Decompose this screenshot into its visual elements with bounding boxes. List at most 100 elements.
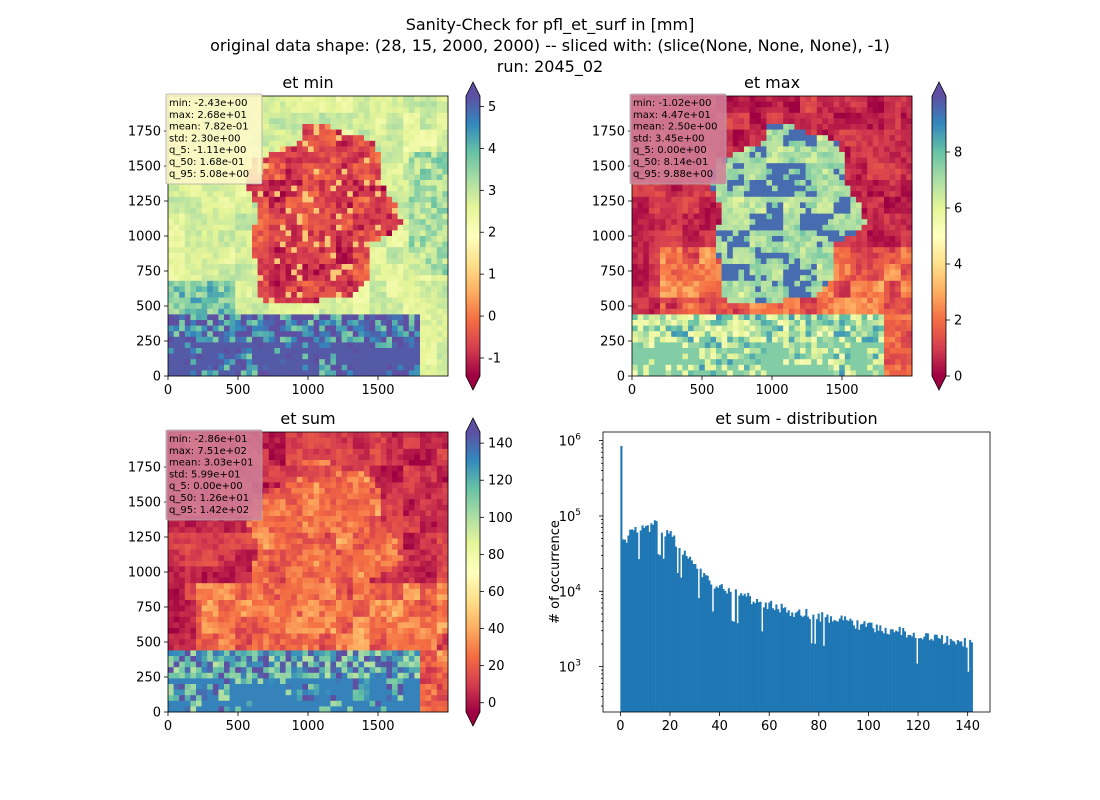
heatmap-cell [884, 353, 890, 360]
heatmap-cell [749, 320, 756, 326]
heatmap-cell [744, 124, 750, 130]
heatmap-cell [420, 213, 426, 220]
heatmap-cell [341, 320, 348, 326]
heatmap-cell [436, 191, 443, 198]
heatmap-cell [274, 174, 281, 181]
heatmap-cell [839, 348, 846, 354]
heatmap-cell [436, 112, 443, 119]
heatmap-cell [436, 152, 443, 158]
heatmap-cell [766, 202, 773, 209]
heatmap-cell [665, 213, 672, 220]
heatmap-cell [721, 236, 728, 242]
heatmap-cell [755, 118, 762, 125]
heatmap-cell [190, 297, 197, 304]
heatmap-cell [671, 303, 678, 310]
heatmap-cell [313, 168, 320, 175]
heatmap-cell [889, 258, 896, 265]
heatmap-cell [850, 230, 857, 237]
heatmap-cell [760, 364, 767, 371]
heatmap-cell [682, 286, 689, 293]
heatmap-cell [816, 269, 823, 276]
heatmap-cell [738, 286, 745, 293]
heatmap-cell [732, 191, 739, 198]
heatmap-cell [168, 185, 174, 192]
heatmap-cell [229, 258, 236, 265]
heatmap-cell [822, 152, 829, 158]
heatmap-cell [397, 112, 404, 119]
heatmap-cell [744, 202, 750, 209]
heatmap-cell [766, 213, 773, 220]
heatmap-cell [654, 275, 661, 282]
heatmap-cell [654, 325, 661, 332]
heatmap-cell [800, 202, 806, 209]
heatmap-cell [884, 320, 890, 326]
heatmap-cell [386, 258, 393, 265]
heatmap-cell [302, 163, 309, 170]
heatmap-cell [833, 292, 840, 298]
heatmap-cell [207, 303, 214, 310]
heatmap-cell [654, 236, 661, 242]
heatmap-cell [760, 275, 767, 282]
heatmap-cell [749, 191, 756, 198]
heatmap-cell [632, 269, 638, 276]
heatmap-cell [319, 241, 326, 248]
heatmap-cell [173, 213, 180, 220]
heatmap-cell [375, 107, 382, 114]
heatmap-cell [179, 191, 186, 198]
heatmap-cell [648, 297, 655, 304]
heatmap-cell [749, 348, 756, 354]
heatmap-cell [811, 146, 818, 153]
heatmap-cell [900, 264, 907, 270]
heatmap-cell [218, 219, 225, 226]
heatmap-cell [788, 275, 795, 282]
heatmap-cell [302, 202, 309, 209]
heatmap-cell [777, 180, 784, 186]
heatmap-cell [330, 118, 337, 125]
heatmap-cell [369, 353, 376, 360]
heatmap-cell [637, 208, 644, 214]
heatmap-cell [168, 264, 174, 270]
heatmap-cell [749, 325, 756, 332]
heatmap-cell [772, 314, 778, 321]
heatmap-cell [341, 230, 348, 237]
heatmap-cell [895, 174, 902, 181]
heatmap-cell [800, 96, 806, 102]
heatmap-cell [861, 101, 868, 108]
heatmap-cell [313, 112, 320, 119]
heatmap-cell [749, 224, 756, 231]
heatmap-cell [906, 152, 913, 158]
heatmap-cell [280, 325, 286, 332]
heatmap-cell [442, 185, 449, 192]
heatmap-cell [906, 252, 913, 259]
heatmap-cell [727, 252, 734, 259]
heatmap-cell [347, 370, 354, 377]
heatmap-cell [436, 252, 443, 259]
heatmap-cell [794, 280, 801, 287]
heatmap-cell [811, 196, 818, 203]
heatmap-cell [738, 213, 745, 220]
heatmap-cell [811, 230, 818, 237]
heatmap-cell [218, 370, 225, 377]
heatmap-cell [408, 303, 415, 310]
heatmap-cell [420, 140, 426, 147]
heatmap-cell [280, 107, 286, 114]
heatmap-cell [168, 331, 174, 338]
heatmap-cell [184, 336, 191, 343]
heatmap-cell [392, 96, 398, 102]
heatmap-cell [358, 185, 365, 192]
heatmap-cell [408, 157, 415, 164]
heatmap-cell [811, 280, 818, 287]
heatmap-cell [268, 236, 275, 242]
heatmap-cell [308, 264, 314, 270]
heatmap-cell [386, 320, 393, 326]
heatmap-cell [704, 252, 711, 259]
heatmap-cell [414, 208, 421, 214]
heatmap-cell [386, 286, 393, 293]
heatmap-cell [861, 297, 868, 304]
heatmap-cell [173, 292, 180, 298]
heatmap-cell [889, 107, 896, 114]
heatmap-cell [392, 224, 398, 231]
heatmap-cell [375, 320, 382, 326]
heatmap-cell [906, 135, 913, 142]
heatmap-cell [341, 325, 348, 332]
